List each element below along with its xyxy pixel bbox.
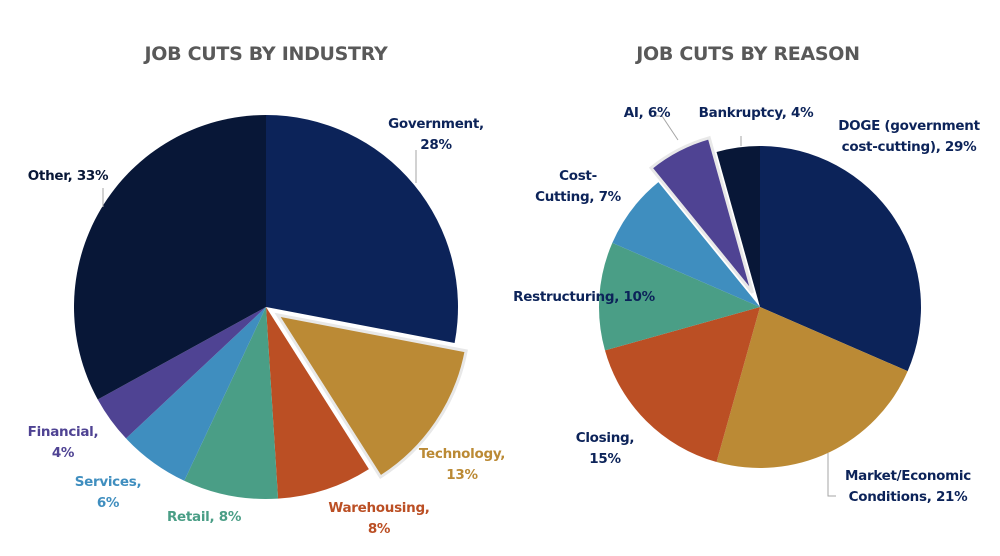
pie-slice-closing [604, 307, 760, 463]
data-label-line: Financial, [28, 424, 99, 440]
data-label-line: Other, 33% [28, 168, 109, 184]
pie-slice-technology [274, 312, 468, 480]
pie-slice-other [73, 115, 267, 400]
data-label-line: 15% [589, 451, 621, 467]
pie-slice-market-economic-conditions [716, 307, 908, 468]
pie-slice-retail [184, 307, 279, 499]
data-label-line: 6% [97, 495, 120, 511]
data-label-line: AI, 6% [624, 105, 671, 121]
data-label-line: Cost- [559, 168, 597, 184]
reason-chart-title: JOB CUTS BY REASON [634, 43, 859, 65]
data-label: Retail, 8% [167, 509, 242, 525]
pie-slice-financial [97, 307, 266, 439]
data-label: Closing, 15% [576, 430, 634, 467]
pie-slice-warehousing [266, 307, 369, 499]
data-label-line: Conditions, 21% [849, 489, 969, 505]
data-label-line: Government, [388, 116, 484, 132]
industry-chart-title: JOB CUTS BY INDUSTRY [143, 43, 388, 65]
data-label: Other, 33% [28, 168, 109, 184]
data-label: Bankruptcy, 4% [699, 105, 814, 121]
data-label: Technology, 13% [419, 446, 505, 483]
pie-slice-ai [648, 135, 755, 294]
pie-slice-services [126, 307, 266, 481]
pie-slice-cost-cutting [612, 182, 760, 307]
leader-line [653, 115, 679, 141]
reason-pie-chart: JOB CUTS BY REASON DOGE (government cost-… [513, 43, 981, 505]
data-label: Warehousing, 8% [328, 500, 429, 537]
data-label-line: Services, [75, 474, 142, 490]
data-label-line: 4% [52, 445, 75, 461]
pie-slice-restructuring [599, 242, 760, 351]
data-label-line: DOGE (government [838, 118, 980, 134]
data-label: Market/Economic Conditions, 21% [845, 468, 971, 505]
data-label-line: Warehousing, [328, 500, 429, 516]
data-label: Government, 28% [388, 116, 484, 153]
data-label: DOGE (government cost-cutting), 29% [838, 118, 980, 155]
data-label-line: Technology, [419, 446, 505, 462]
data-label: Services, 6% [75, 474, 142, 511]
data-label-line: Closing, [576, 430, 634, 446]
data-label: Financial, 4% [28, 424, 99, 461]
data-label-line: Bankruptcy, 4% [699, 105, 814, 121]
pie-slice-doge-government-cost-cutting [760, 146, 921, 372]
data-label-line: Restructuring, 10% [513, 289, 655, 305]
data-label: AI, 6% [624, 105, 671, 121]
data-label-line: 8% [368, 521, 391, 537]
data-label-line: 28% [420, 137, 452, 153]
leader-line [827, 453, 836, 497]
data-label-line: Retail, 8% [167, 509, 242, 525]
data-label: Cost- Cutting, 7% [535, 168, 622, 205]
data-label: Restructuring, 10% [513, 289, 655, 305]
data-label-line: Market/Economic [845, 468, 971, 484]
data-label-line: Cutting, 7% [535, 189, 622, 205]
pie-slice-bankruptcy [716, 146, 760, 307]
pie-slice-government [266, 115, 459, 343]
data-label-line: cost-cutting), 29% [842, 139, 977, 155]
data-label-line: 13% [446, 467, 478, 483]
industry-pie-chart: JOB CUTS BY INDUSTRY Government, 28% Techn… [28, 43, 506, 537]
